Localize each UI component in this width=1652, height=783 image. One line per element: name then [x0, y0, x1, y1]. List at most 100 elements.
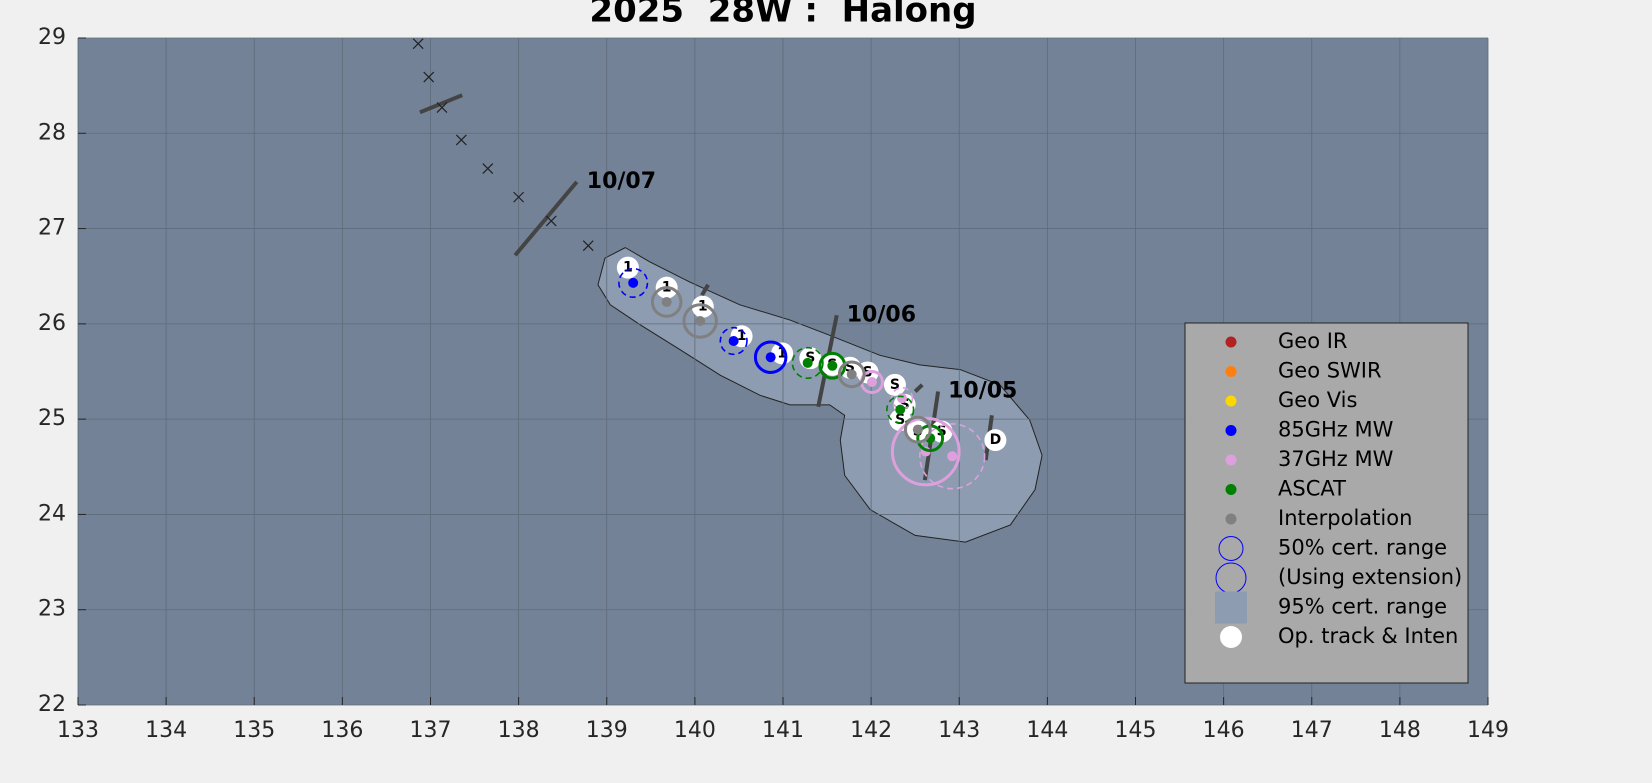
legend-marker — [1218, 536, 1244, 561]
intensity-label: 1 — [737, 328, 747, 344]
fix-point — [628, 277, 639, 288]
forecast-marker — [545, 215, 557, 227]
certainty-circle — [618, 267, 649, 298]
day-label: 10/06 — [847, 302, 916, 327]
legend-marker — [1225, 366, 1237, 377]
day-label: 10/07 — [587, 169, 656, 194]
legend-label: Geo Vis — [1278, 388, 1357, 412]
certainty-circle — [719, 326, 748, 356]
intensity-label: S — [805, 350, 815, 366]
fix-point — [895, 404, 906, 415]
op-track-point — [771, 342, 794, 365]
intensity-label: D — [990, 432, 1002, 448]
certainty-circle — [791, 346, 824, 379]
intensity-label: 1 — [698, 299, 708, 315]
certainty-circle — [886, 395, 915, 424]
op-track-point — [984, 429, 1007, 452]
day-label: 10/05 — [948, 379, 1017, 404]
legend-marker — [1225, 336, 1237, 348]
fix-point — [827, 360, 838, 371]
intensity-label: S — [895, 412, 905, 428]
op-track-point — [883, 373, 906, 396]
day-mark — [513, 180, 579, 257]
y-tick-label: 23 — [38, 597, 66, 622]
certainty-circle — [903, 415, 932, 444]
forecast-marker — [455, 134, 467, 146]
y-tick-label: 24 — [38, 501, 66, 526]
fix-point — [912, 424, 923, 435]
intensity-label: S — [890, 377, 900, 393]
certainty-circle — [890, 416, 961, 487]
fix-point — [896, 393, 907, 404]
day-mark — [419, 93, 463, 115]
y-tick-label: 29 — [38, 25, 66, 50]
x-tick-label: 141 — [762, 718, 804, 743]
fix-point — [661, 296, 672, 307]
legend-label: 85GHz MW — [1278, 418, 1394, 442]
fix-point — [947, 451, 958, 462]
x-tick-label: 136 — [321, 718, 363, 743]
x-tick-label: 145 — [1115, 718, 1157, 743]
y-tick-label: 25 — [38, 406, 66, 431]
legend-label: ASCAT — [1278, 477, 1346, 501]
forecast-marker — [436, 102, 448, 113]
x-tick-label: 133 — [57, 718, 99, 743]
legend-marker — [1225, 454, 1237, 466]
legend-marker — [1220, 626, 1242, 648]
forecast-marker — [412, 38, 424, 50]
fix-point — [765, 352, 776, 363]
y-tick-label: 28 — [38, 120, 66, 145]
x-tick-label: 140 — [674, 718, 716, 743]
day-mark — [913, 383, 924, 393]
legend-label: Interpolation — [1278, 506, 1412, 530]
x-tick-label: 144 — [1026, 718, 1068, 743]
fix-point — [867, 376, 878, 387]
legend-label: Op. track & Inten — [1278, 624, 1458, 648]
certainty-circle — [919, 423, 986, 490]
x-tick-label: 149 — [1467, 718, 1509, 743]
legend-marker — [1225, 484, 1237, 495]
legend-label: 50% cert. range — [1278, 536, 1447, 560]
certainty-circle — [753, 340, 788, 374]
x-tick-label: 138 — [498, 718, 540, 743]
forecast-marker — [582, 240, 594, 252]
x-tick-label: 147 — [1291, 718, 1333, 743]
forecast-marker — [513, 191, 525, 203]
fix-point — [846, 369, 857, 380]
forecast-marker — [423, 71, 435, 83]
x-tick-label: 143 — [938, 718, 980, 743]
certainty-circle — [650, 286, 683, 318]
intensity-label: 1 — [623, 260, 633, 276]
certainty-circle — [682, 303, 718, 339]
intensity-label: 1 — [777, 345, 787, 361]
y-tick-label: 26 — [38, 311, 66, 336]
x-tick-label: 135 — [233, 718, 275, 743]
intensity-label: S — [900, 397, 910, 413]
legend-label: (Using extension) — [1278, 565, 1462, 589]
legend-label: 95% cert. range — [1278, 595, 1447, 619]
certainty-circle — [890, 386, 914, 410]
fix-point — [728, 336, 739, 347]
intensity-label: S — [845, 360, 855, 376]
x-tick-label: 148 — [1379, 718, 1421, 743]
x-tick-label: 134 — [145, 718, 187, 743]
x-tick-label: 146 — [1203, 718, 1245, 743]
legend-marker — [1225, 395, 1237, 407]
legend-marker — [1215, 591, 1247, 624]
fix-point — [695, 315, 706, 326]
certainty-circle — [837, 360, 866, 389]
legend-label: 37GHz MW — [1278, 447, 1394, 471]
legend-marker — [1225, 425, 1237, 436]
legend-label: Geo IR — [1278, 329, 1348, 353]
forecast-marker — [482, 163, 494, 174]
legend-label: Geo SWIR — [1278, 359, 1382, 383]
op-track-point — [691, 295, 714, 318]
chart-title: 2025 28W : Halong — [589, 0, 976, 31]
fix-point — [802, 357, 813, 368]
y-tick-label: 22 — [38, 692, 66, 717]
legend-marker — [1225, 513, 1237, 525]
y-tick-label: 27 — [38, 216, 66, 241]
x-tick-label: 137 — [410, 718, 452, 743]
